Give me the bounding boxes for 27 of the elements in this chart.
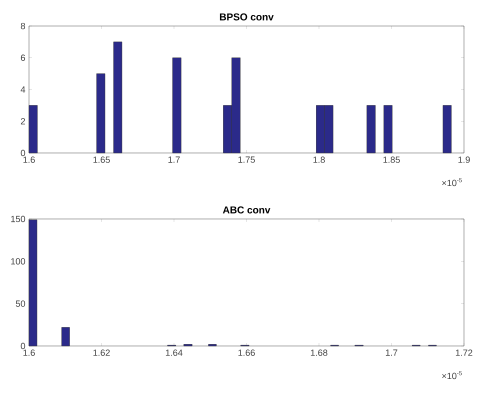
y-tick-label: 8 xyxy=(20,22,26,30)
y-tick-label: 6 xyxy=(20,54,26,61)
y-tick-label: 50 xyxy=(16,300,26,307)
x-tick-label: 1.62 xyxy=(93,350,110,356)
y-tick-label: 150 xyxy=(11,216,26,222)
chart-title: BPSO conv xyxy=(220,13,274,20)
x-tick-label: 1.8 xyxy=(313,156,325,163)
x-tick-label: 1.66 xyxy=(238,350,255,356)
x-tick-label: 1.65 xyxy=(93,156,110,163)
x-tick-label: 1.6 xyxy=(23,156,35,163)
x-tick-label: 1.85 xyxy=(383,156,400,163)
y-tick-label: 4 xyxy=(20,86,26,93)
y-tick-label: 0 xyxy=(20,150,26,156)
x-tick-label: 1.72 xyxy=(456,350,472,356)
text: ×10$^{-5}$ xyxy=(442,178,462,186)
y-tick-label: 0 xyxy=(20,342,26,350)
x-tick-label: 1.68 xyxy=(310,350,328,356)
text: ×10$^{-5}$ xyxy=(442,371,462,380)
chart-title: ABC conv xyxy=(222,206,270,214)
y-tick-label: 100 xyxy=(11,258,26,265)
x-tick-label: 1.7 xyxy=(386,350,398,356)
x-tick-label: 1.9 xyxy=(458,156,470,163)
x-tick-label: 1.7 xyxy=(168,156,180,163)
x-tick-label: 1.6 xyxy=(23,350,35,356)
y-tick-label: 2 xyxy=(20,118,26,124)
x-tick-label: 1.64 xyxy=(166,350,182,356)
x-tick-label: 1.75 xyxy=(238,156,255,163)
